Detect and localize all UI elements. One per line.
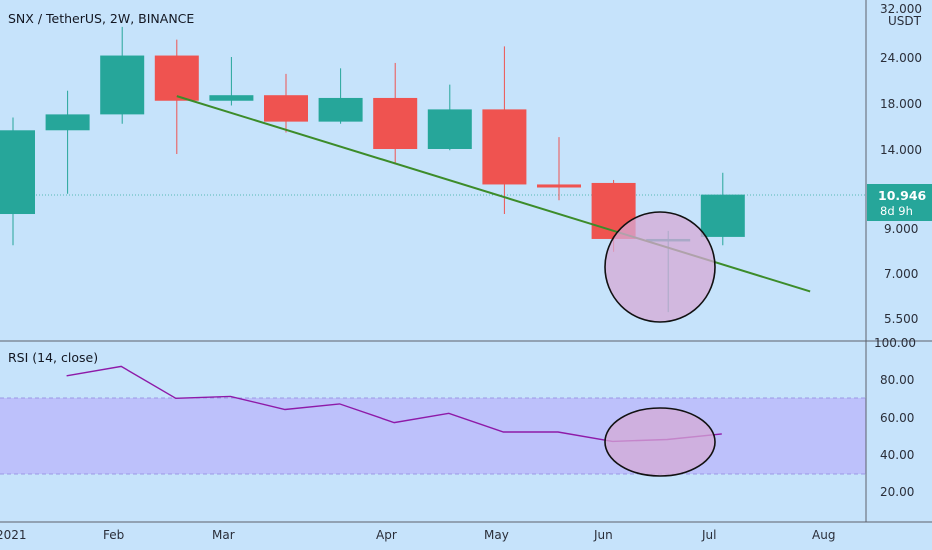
rsi-ellipse-annotation: [604, 407, 716, 477]
candle-body: [700, 194, 745, 237]
chart-title: SNX / TetherUS, 2W, BINANCE: [8, 11, 194, 26]
candle-body: [427, 109, 472, 150]
time-tick-label: 2021: [0, 528, 27, 542]
currency-label: USDT: [888, 14, 922, 28]
price-tick-label: 24.000: [880, 51, 922, 65]
rsi-tick-label: 40.00: [880, 448, 914, 462]
price-tick-label: 7.000: [884, 267, 918, 281]
price-tick-label: 9.000: [884, 222, 918, 236]
candle-body: [373, 97, 418, 150]
last-price-value: 10.946: [878, 188, 927, 203]
last-price-label-bg: [867, 184, 932, 221]
candle-body: [0, 130, 35, 215]
price-pane: [0, 0, 866, 340]
candle-body: [318, 97, 363, 122]
rsi-title: RSI (14, close): [8, 350, 98, 365]
time-tick-label: Mar: [212, 528, 235, 542]
price-tick-label: 5.500: [884, 312, 918, 326]
rsi-tick-label: 20.00: [880, 485, 914, 499]
rsi-tick-label: 80.00: [880, 373, 914, 387]
rsi-axis-ticks: 100.00 80.00 60.00 40.00 20.00: [874, 336, 916, 499]
time-tick-label: Aug: [812, 528, 835, 542]
candle-body: [45, 114, 90, 131]
candle-body: [537, 184, 581, 188]
price-circle-annotation: [604, 211, 716, 323]
rsi-tick-label: 60.00: [880, 411, 914, 425]
candle-body: [482, 109, 527, 185]
time-tick-label: May: [484, 528, 509, 542]
price-tick-label: 18.000: [880, 97, 922, 111]
rsi-band: [0, 398, 866, 474]
last-price-label: 10.946 8d 9h: [867, 184, 932, 221]
time-tick-label: Jul: [701, 528, 716, 542]
price-tick-label: 32.000: [880, 2, 922, 16]
candle-body: [154, 55, 199, 101]
candle-body: [264, 95, 308, 122]
time-tick-label: Apr: [376, 528, 397, 542]
last-price-countdown: 8d 9h: [880, 204, 913, 218]
candle-body: [209, 95, 254, 101]
time-tick-label: Feb: [103, 528, 124, 542]
time-axis-ticks: 2021 Feb Mar Apr May Jun Jul Aug: [0, 528, 835, 542]
candle-body: [100, 55, 145, 115]
time-tick-label: Jun: [593, 528, 613, 542]
rsi-tick-label: 100.00: [874, 336, 916, 350]
candles: [0, 26, 745, 313]
price-axis-ticks: 32.000 24.000 18.000 14.000 9.000 7.000 …: [880, 2, 922, 326]
price-tick-label: 14.000: [880, 143, 922, 157]
